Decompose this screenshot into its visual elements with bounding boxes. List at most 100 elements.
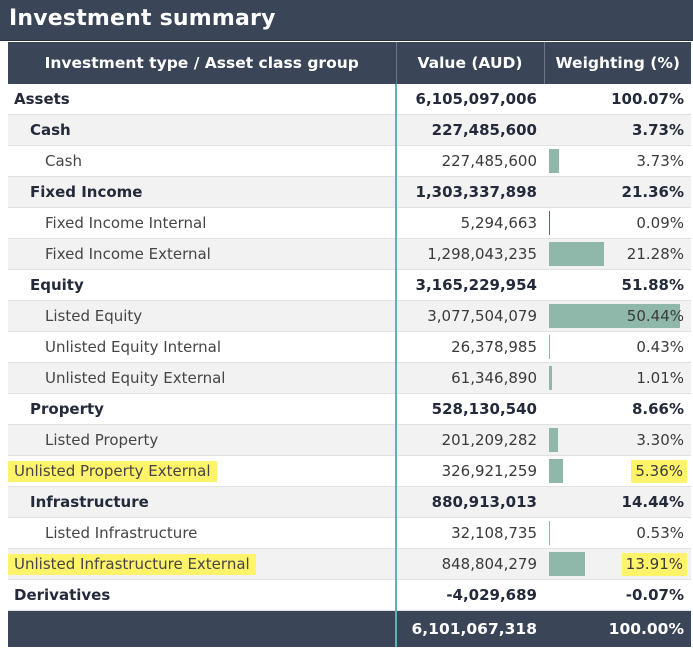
row-label: Fixed Income Internal — [45, 214, 207, 232]
table-row[interactable]: Unlisted Equity External 61,346,890 1.01% — [8, 362, 691, 394]
table-body: Assets 6,105,097,006 100.07% Cash 227,485,60… — [8, 84, 691, 611]
row-label-cell: Equity — [8, 269, 396, 301]
table-row[interactable]: Derivatives -4,029,689 -0.07% — [8, 579, 691, 611]
table-row[interactable]: Cash 227,485,600 3.73% — [8, 114, 691, 146]
row-label: Infrastructure — [30, 493, 149, 511]
row-weighting: 14.44% — [621, 493, 684, 511]
row-value: 1,303,337,898 — [395, 176, 544, 208]
row-label-cell: Property — [8, 393, 396, 425]
row-label: Fixed Income — [30, 183, 143, 201]
row-value: 6,105,097,006 — [395, 84, 544, 115]
row-weighting-cell: 51.88% — [544, 269, 691, 301]
row-weighting-cell: 13.91% — [544, 548, 691, 580]
row-weighting-cell: 8.66% — [544, 393, 691, 425]
row-weighting-cell: 14.44% — [544, 486, 691, 518]
page-title: Investment summary — [9, 6, 276, 31]
row-label-cell: Fixed Income — [8, 176, 396, 208]
weighting-bar — [549, 149, 559, 173]
row-weighting-cell: -0.07% — [544, 579, 691, 611]
row-label-cell: Unlisted Equity External — [8, 362, 396, 394]
row-label: Listed Equity — [45, 307, 143, 325]
row-label-cell: Listed Infrastructure — [8, 517, 396, 549]
row-weighting: 13.91% — [621, 553, 687, 576]
row-label: Unlisted Infrastructure External — [8, 553, 256, 575]
row-label: Property — [30, 400, 104, 418]
weighting-bar — [549, 242, 604, 266]
row-value: 32,108,735 — [395, 517, 544, 549]
row-value: 1,298,043,235 — [395, 238, 544, 270]
weighting-bar — [549, 366, 552, 390]
row-weighting-cell: 100.07% — [544, 84, 691, 115]
row-weighting: -0.07% — [625, 586, 684, 604]
row-weighting: 100.07% — [611, 90, 684, 108]
row-weighting: 21.28% — [626, 245, 684, 263]
row-weighting: 0.43% — [636, 338, 684, 356]
table-row[interactable]: Listed Property 201,209,282 3.30% — [8, 424, 691, 456]
table-row[interactable]: Unlisted Equity Internal 26,378,985 0.43% — [8, 331, 691, 363]
row-value: 880,913,013 — [395, 486, 544, 518]
row-weighting: 0.53% — [636, 524, 684, 542]
row-label: Fixed Income External — [45, 245, 211, 263]
weighting-bar — [549, 304, 680, 328]
row-weighting-cell: 50.44% — [544, 300, 691, 332]
row-value: 528,130,540 — [395, 393, 544, 425]
row-label-cell: Assets — [8, 84, 396, 115]
row-weighting-cell: 5.36% — [544, 455, 691, 487]
row-weighting: 51.88% — [621, 276, 684, 294]
row-label: Derivatives — [14, 586, 111, 604]
row-weighting-cell: 0.09% — [544, 207, 691, 239]
row-value: 227,485,600 — [395, 114, 544, 146]
row-weighting-cell: 21.28% — [544, 238, 691, 270]
column-header-value[interactable]: Value (AUD) — [396, 42, 545, 84]
table-row[interactable]: Fixed Income 1,303,337,898 21.36% — [8, 176, 691, 208]
table-row[interactable]: Fixed Income External 1,298,043,235 21.28% — [8, 238, 691, 270]
row-weighting-cell: 0.43% — [544, 331, 691, 363]
table-row[interactable]: Unlisted Property External 326,921,259 5.3… — [8, 455, 691, 487]
row-value: 227,485,600 — [395, 145, 544, 177]
table-row[interactable]: Listed Infrastructure 32,108,735 0.53% — [8, 517, 691, 549]
weighting-bar — [549, 428, 558, 452]
row-label-cell: Fixed Income Internal — [8, 207, 396, 239]
table-row[interactable]: Assets 6,105,097,006 100.07% — [8, 84, 691, 115]
row-weighting-cell: 3.73% — [544, 114, 691, 146]
row-weighting-cell: 0.53% — [544, 517, 691, 549]
row-label-cell: Listed Equity — [8, 300, 396, 332]
row-weighting: 50.44% — [626, 307, 684, 325]
row-value: -4,029,689 — [395, 579, 544, 611]
row-weighting: 1.01% — [636, 369, 684, 387]
table-row[interactable]: Listed Equity 3,077,504,079 50.44% — [8, 300, 691, 332]
row-value: 26,378,985 — [395, 331, 544, 363]
total-label — [8, 610, 396, 647]
row-value: 3,165,229,954 — [395, 269, 544, 301]
row-weighting: 8.66% — [631, 400, 684, 418]
table-row[interactable]: Equity 3,165,229,954 51.88% — [8, 269, 691, 301]
weighting-bar — [549, 335, 550, 359]
total-row: 6,101,067,318 100.00% — [8, 610, 691, 647]
table-row[interactable]: Unlisted Infrastructure External 848,804,… — [8, 548, 691, 580]
table-row[interactable]: Property 528,130,540 8.66% — [8, 393, 691, 425]
row-weighting-cell: 1.01% — [544, 362, 691, 394]
row-weighting-cell: 21.36% — [544, 176, 691, 208]
row-label-cell: Unlisted Property External — [8, 455, 396, 487]
table-row[interactable]: Fixed Income Internal 5,294,663 0.09% — [8, 207, 691, 239]
weighting-bar — [549, 459, 563, 483]
row-label-cell: Cash — [8, 114, 396, 146]
row-label: Assets — [14, 90, 70, 108]
column-header-type[interactable]: Investment type / Asset class group — [8, 42, 397, 84]
row-weighting: 3.30% — [636, 431, 684, 449]
table-row[interactable]: Infrastructure 880,913,013 14.44% — [8, 486, 691, 518]
row-label-cell: Infrastructure — [8, 486, 396, 518]
row-label: Listed Property — [45, 431, 159, 449]
row-value: 326,921,259 — [395, 455, 544, 487]
row-weighting: 3.73% — [636, 152, 684, 170]
column-header-weighting[interactable]: Weighting (%) — [544, 42, 691, 84]
row-label: Equity — [30, 276, 84, 294]
row-label: Unlisted Equity Internal — [45, 338, 222, 356]
row-label: Unlisted Property External — [8, 460, 217, 482]
total-weighting: 100.00% — [544, 610, 691, 647]
table-row[interactable]: Cash 227,485,600 3.73% — [8, 145, 691, 177]
row-label-cell: Listed Property — [8, 424, 396, 456]
row-label-cell: Fixed Income External — [8, 238, 396, 270]
total-value: 6,101,067,318 — [395, 610, 544, 647]
header-row: Investment type / Asset class group Valu… — [8, 42, 691, 84]
